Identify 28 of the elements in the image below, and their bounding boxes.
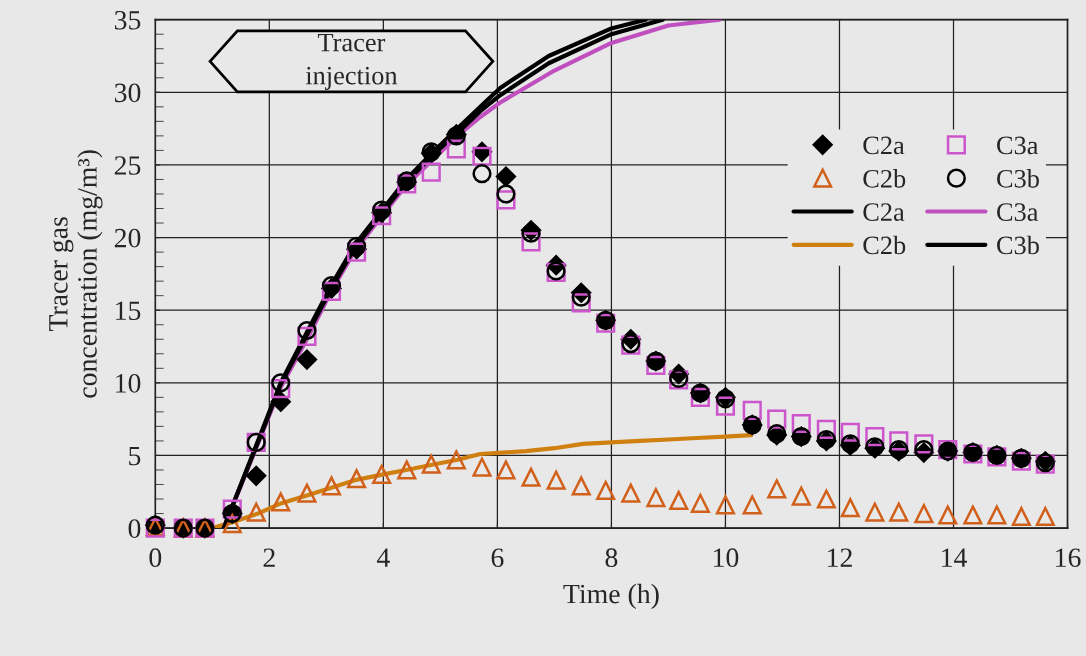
y-tick-label: 35 [114, 10, 141, 30]
y-tick-label: 0 [128, 519, 141, 538]
x-tick-label: 14 [942, 548, 967, 567]
x-tick-label: 0 [149, 548, 162, 568]
y-tick-label: 15 [116, 301, 141, 321]
legend-label: C2b [863, 169, 906, 188]
x-tick-label: 6 [491, 548, 504, 568]
x-tick-label: 16 [1056, 548, 1081, 568]
x-tick-label: 12 [828, 548, 852, 567]
legend-label: C3a [997, 203, 1039, 221]
x-tick-label: 2 [263, 548, 275, 567]
legend-label: C2a [863, 136, 905, 155]
legend-label: C2b [863, 235, 906, 255]
y-tick-label: 30 [114, 83, 141, 103]
annotation: Tracer injection [305, 33, 398, 90]
y-tick-label: 25 [114, 156, 141, 175]
y-tick-label: 20 [114, 228, 141, 248]
y-tick-label: 5 [129, 446, 141, 466]
legend-label: C3b [997, 235, 1039, 255]
y-axis-title: Tracer gas concentration (mg/m³) [49, 150, 103, 398]
y-tick-label: 10 [116, 373, 141, 393]
x-tick-label: 10 [714, 548, 739, 568]
x-axis-title: Time (h) [563, 583, 659, 610]
legend-label: C3b [997, 169, 1039, 188]
x-tick-label: 8 [605, 548, 618, 568]
legend-label: C3a [997, 136, 1039, 155]
x-tick-label: 4 [376, 548, 390, 567]
legend-label: C2a [863, 203, 905, 221]
